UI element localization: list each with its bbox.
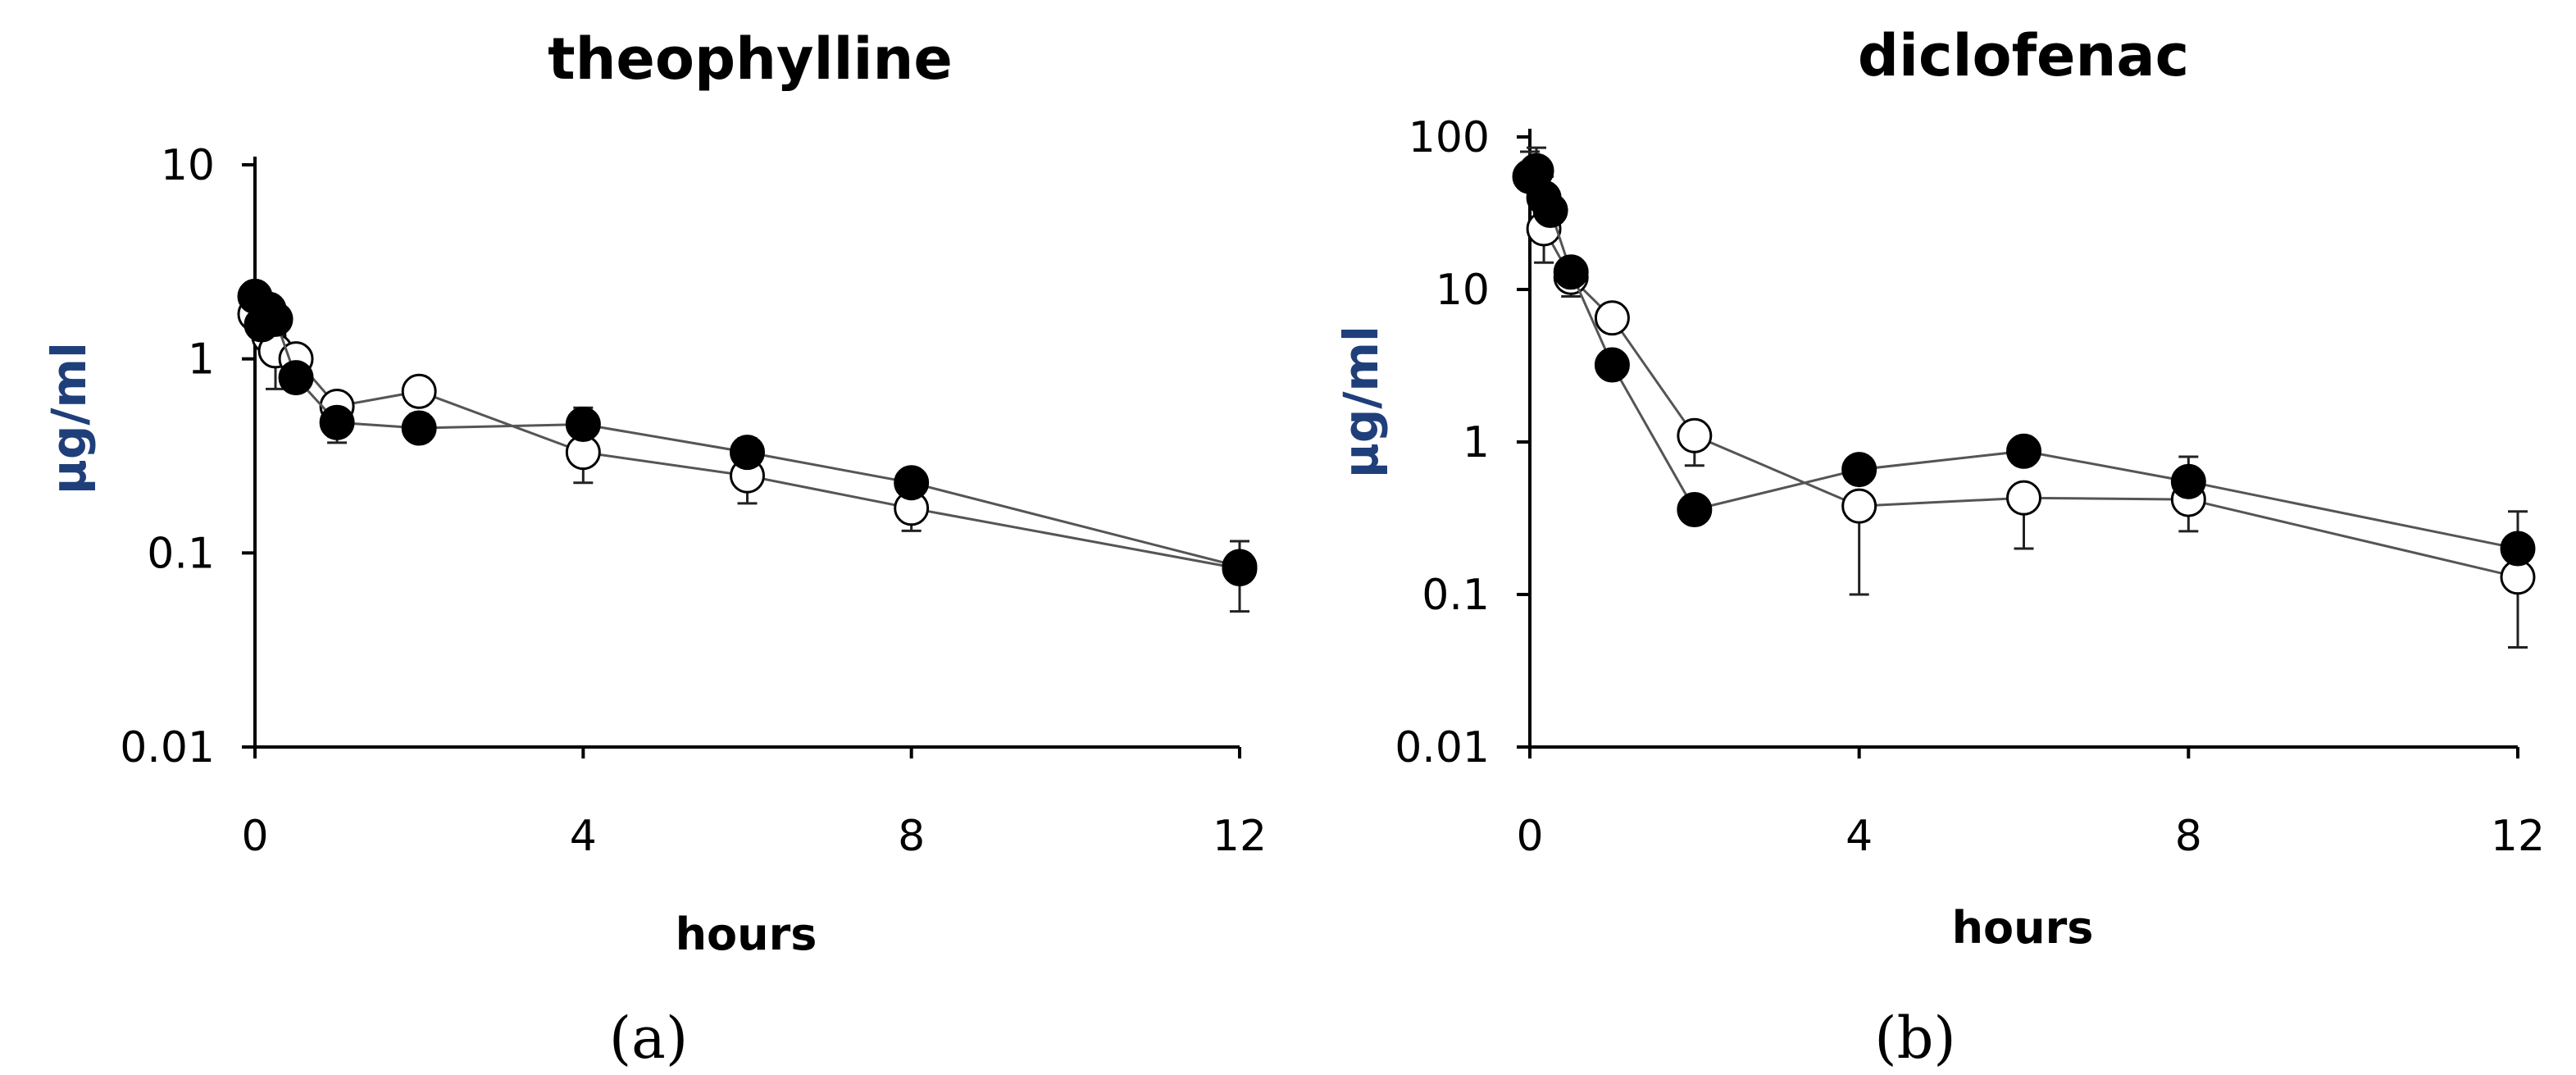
chart-panel-a: theophylline 0.01 0.1 1 10 0 4 8 12 hours μg/ml (a) [41, 25, 1267, 1072]
y-tick-label-b: 0.1 [1422, 571, 1490, 620]
y-tick-label-b: 10 [1436, 266, 1490, 315]
open-series-b-point [2006, 480, 2041, 516]
filled-series-b-point [1553, 254, 1589, 290]
filled-series-b-point [1532, 193, 1568, 229]
y-tick-label-b: 100 [1409, 113, 1490, 162]
filled-series-b-point [2006, 433, 2041, 469]
panel-caption-a: (a) [609, 1004, 688, 1072]
chart-title-a: theophylline [548, 25, 953, 93]
filled-series-a-point [319, 404, 355, 440]
x-tick-label-a: 12 [1213, 812, 1267, 861]
y-tick-label-a: 0.1 [147, 529, 215, 578]
y-axis-label-b: μg/ml [1333, 326, 1389, 478]
x-tick-label-a: 4 [570, 812, 597, 861]
x-axis-label-a: hours [676, 909, 817, 960]
x-tick-label-b: 0 [1516, 812, 1543, 861]
y-tick-label-a: 1 [188, 335, 215, 385]
y-tick-label-b: 0.01 [1395, 723, 1490, 772]
open-series-b-point [1841, 488, 1877, 524]
filled-series-a-point [278, 360, 314, 396]
open-series-b-point [1594, 300, 1630, 336]
filled-series-b-point [1841, 452, 1877, 488]
y-tick-label-a: 10 [161, 141, 215, 190]
panel-caption-b: (b) [1874, 1004, 1955, 1072]
chart-title-b: diclofenac [1858, 22, 2189, 89]
filled-series-b-point [2500, 531, 2536, 567]
y-tick-label-b: 1 [1463, 418, 1490, 467]
filled-series-a-point [257, 301, 294, 337]
x-tick-label-b: 4 [1846, 812, 1873, 861]
chart-panel-b: diclofenac 0.01 0.1 1 10 100 0 4 8 12 hours μg/ml (b… [1333, 22, 2545, 1072]
y-tick-label-a: 0.01 [120, 723, 215, 772]
filled-series-a-point [565, 406, 601, 442]
x-tick-label-b: 12 [2491, 812, 2545, 861]
open-series-a-point [401, 373, 437, 409]
x-axis-label-b: hours [1952, 902, 2094, 954]
x-tick-label-a: 0 [241, 812, 268, 861]
filled-series-a-point [730, 435, 765, 471]
filled-series-a-point [401, 410, 437, 446]
filled-series-a-point [894, 465, 930, 501]
filled-series-b-point [1594, 347, 1630, 383]
y-axis-label-a: μg/ml [41, 342, 97, 494]
filled-series-a-point [1222, 549, 1258, 585]
filled-series-b-point [1677, 492, 1713, 528]
x-tick-label-a: 8 [898, 812, 925, 861]
open-series-b-point [1677, 417, 1713, 453]
x-tick-label-b: 8 [2175, 812, 2202, 861]
filled-series-b-point [2170, 463, 2206, 499]
